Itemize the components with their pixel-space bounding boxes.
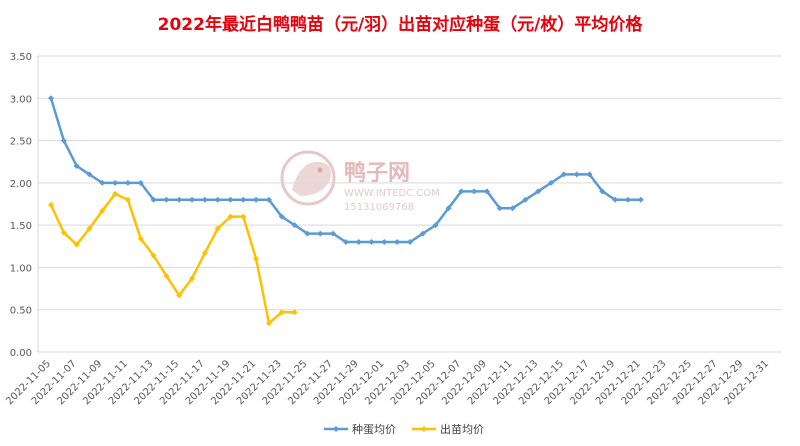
grid [37,55,782,353]
data-point [112,179,119,186]
data-point [586,171,593,178]
data-point [99,179,106,186]
series-2 [48,190,298,327]
y-tick-label: 0.00 [10,348,32,359]
data-point [637,196,644,203]
data-point [189,196,196,203]
data-point [304,230,311,237]
data-point [99,207,106,214]
y-axis: 0.00 0.50 1.00 1.50 2.00 2.50 3.00 3.50 [10,52,32,359]
data-point [240,196,247,203]
data-point [48,95,54,102]
data-point [124,196,131,203]
data-point [163,272,170,279]
data-point [278,309,285,316]
data-point [189,275,196,282]
legend-label: 种蛋均价 [352,422,396,436]
data-point [317,230,324,237]
data-point [342,239,349,246]
y-tick-label: 1.50 [10,221,32,232]
y-tick-label: 1.00 [10,263,32,274]
data-point [227,196,234,203]
data-point [573,171,580,178]
data-point [112,190,119,197]
data-point [176,196,183,203]
data-point [522,196,529,203]
y-tick-label: 2.00 [10,179,32,190]
data-point [60,229,67,236]
data-point [624,196,631,203]
data-point [73,241,80,248]
data-point [394,239,401,246]
watermark-url: WWW.INTEDC.COM [344,188,440,199]
data-point [214,196,221,203]
data-point [150,196,157,203]
data-point [176,292,183,299]
data-point [330,230,337,237]
series-layer [48,95,644,327]
data-point [560,171,567,178]
data-point [291,309,298,316]
data-point [445,205,452,212]
data-point [368,239,375,246]
y-tick-label: 3.50 [10,52,32,63]
data-point [381,239,388,246]
data-point [548,179,555,186]
data-point [48,201,54,208]
y-tick-label: 2.50 [10,137,32,148]
data-point [278,213,285,220]
data-point [496,205,503,212]
data-point [407,239,413,246]
data-point [253,255,260,262]
series-1 [48,95,644,246]
data-point [419,230,426,237]
data-point [265,320,272,327]
data-point [253,196,260,203]
data-point [458,188,465,195]
data-point [509,205,516,212]
y-tick-label: 3.00 [10,94,32,105]
data-point [201,250,208,257]
chart-title: 2022年最近白鸭鸭苗（元/羽）出苗对应种蛋（元/枚）平均价格 [157,15,643,35]
data-point [60,137,67,144]
data-point [73,162,80,169]
data-point [86,225,93,232]
data-point [432,222,439,229]
legend-swatch-marker [421,426,427,432]
data-point [265,196,272,203]
watermark: 鸭子网 WWW.INTEDC.COM 15131069768 [280,150,440,213]
legend-item-2: 出苗均价 [412,422,484,436]
data-point [471,188,478,195]
legend-label: 出苗均价 [440,422,484,436]
legend: 种蛋均价 出苗均价 [324,422,484,436]
data-point [227,213,234,220]
data-point [150,252,157,259]
watermark-phone: 15131069768 [344,202,414,213]
watermark-name: 鸭子网 [344,160,410,186]
data-point [535,188,542,195]
data-point [124,179,131,186]
data-point [483,188,490,195]
data-point [291,222,298,229]
data-point [137,235,144,242]
y-tick-label: 0.50 [10,306,32,317]
data-point [163,196,170,203]
duck-logo-icon [280,150,336,206]
x-axis: 2022-11-052022-11-072022-11-092022-11-11… [4,358,771,407]
series-line [49,192,295,325]
data-point [355,239,362,246]
data-point [240,213,247,220]
legend-item-1: 种蛋均价 [324,422,396,436]
data-point [86,171,93,178]
data-point [137,179,144,186]
data-point [612,196,619,203]
data-point [214,225,221,232]
data-point [201,196,208,203]
legend-swatch-marker [333,426,339,432]
data-point [599,188,606,195]
